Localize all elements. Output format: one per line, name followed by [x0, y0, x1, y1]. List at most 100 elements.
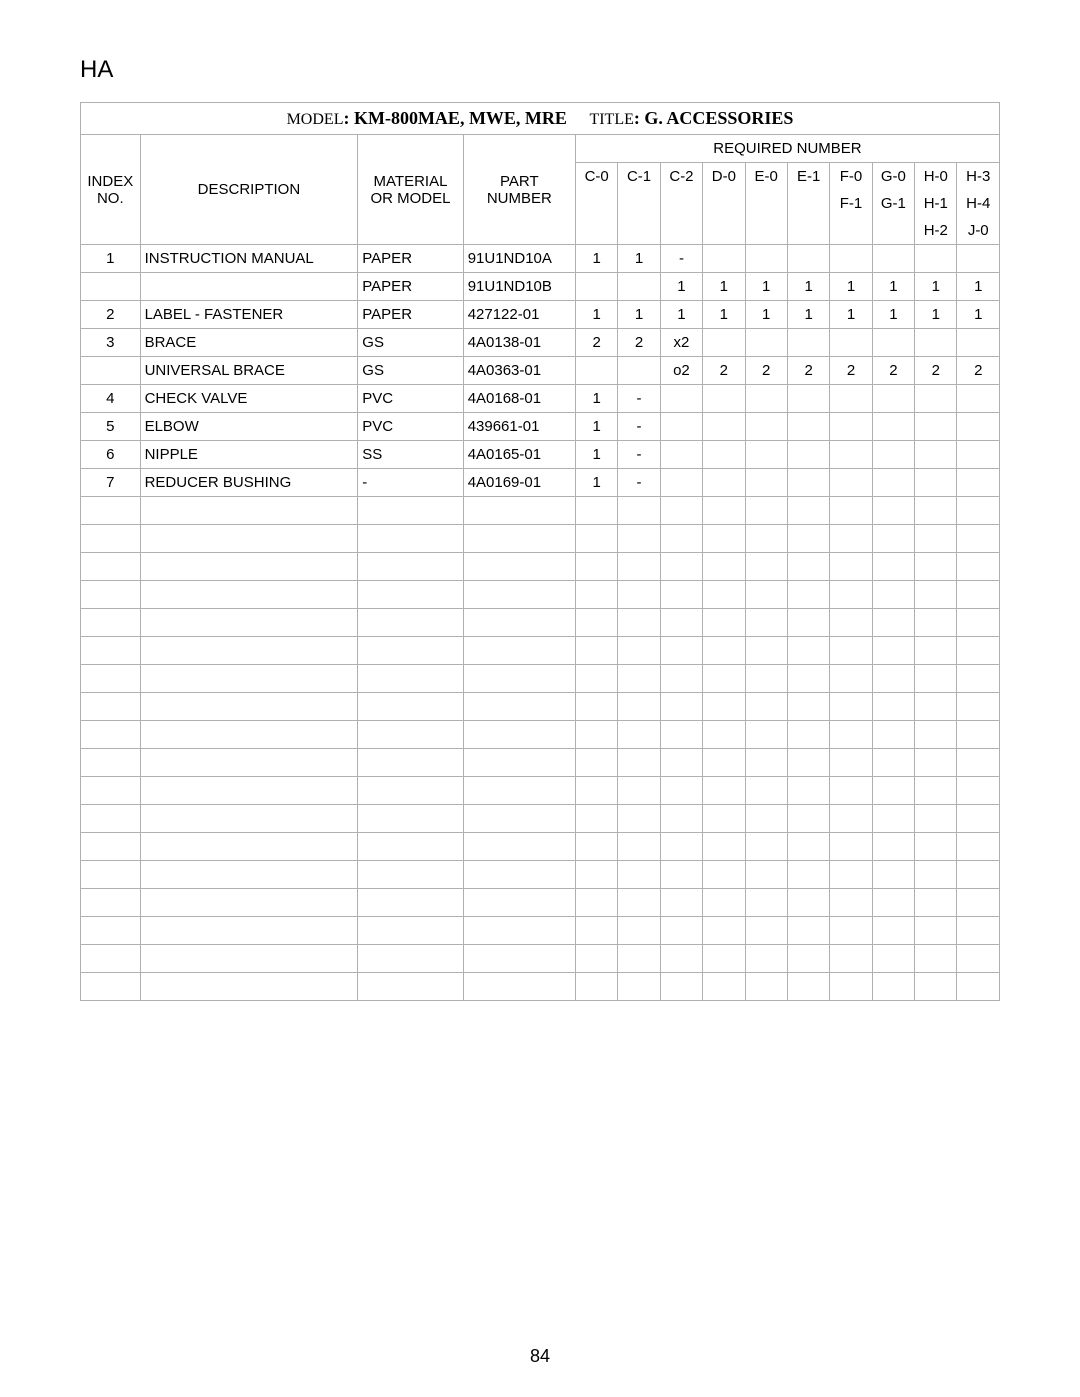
- cell-qty: [957, 385, 1000, 413]
- cell-qty: [915, 329, 957, 357]
- cell-desc: REDUCER BUSHING: [140, 469, 358, 497]
- cell-mat: GS: [358, 357, 463, 385]
- cell-qty: [660, 469, 702, 497]
- header-material: MATERIAL OR MODEL: [358, 135, 463, 245]
- cell-desc: UNIVERSAL BRACE: [140, 357, 358, 385]
- cell-idx: 7: [81, 469, 141, 497]
- cell-qty: 1: [957, 273, 1000, 301]
- cell-mat: GS: [358, 329, 463, 357]
- table-row-empty: [81, 525, 1000, 553]
- cell-qty: 2: [787, 357, 829, 385]
- cell-qty: [745, 245, 787, 273]
- cell-qty: [872, 329, 914, 357]
- cell-desc: [140, 273, 358, 301]
- sub-f1: F-1: [830, 190, 872, 217]
- cell-qty: 2: [618, 329, 660, 357]
- cell-qty: [703, 413, 745, 441]
- cell-mat: PAPER: [358, 245, 463, 273]
- cell-qty: -: [618, 441, 660, 469]
- cell-idx: 2: [81, 301, 141, 329]
- cell-qty: [830, 385, 872, 413]
- sub-g0: G-0: [872, 163, 914, 191]
- cell-qty: 2: [915, 357, 957, 385]
- cell-qty: 1: [915, 273, 957, 301]
- table-row-empty: [81, 861, 1000, 889]
- sub-c0: C-0: [575, 163, 617, 191]
- table-row-empty: [81, 945, 1000, 973]
- cell-qty: [703, 245, 745, 273]
- cell-qty: [957, 329, 1000, 357]
- cell-qty: 1: [830, 273, 872, 301]
- cell-part: 4A0168-01: [463, 385, 575, 413]
- cell-qty: [830, 245, 872, 273]
- title-value: : G. ACCESSORIES: [634, 108, 794, 128]
- cell-qty: [872, 469, 914, 497]
- cell-desc: CHECK VALVE: [140, 385, 358, 413]
- cell-part: 4A0169-01: [463, 469, 575, 497]
- cell-qty: [787, 413, 829, 441]
- cell-part: 439661-01: [463, 413, 575, 441]
- cell-qty: [618, 273, 660, 301]
- cell-qty: 1: [618, 245, 660, 273]
- sub-e1: E-1: [787, 163, 829, 191]
- cell-qty: [830, 413, 872, 441]
- cell-qty: 1: [703, 273, 745, 301]
- sub-h2: H-2: [915, 217, 957, 245]
- cell-qty: [703, 329, 745, 357]
- cell-qty: [872, 385, 914, 413]
- cell-idx: 1: [81, 245, 141, 273]
- header-required: REQUIRED NUMBER: [575, 135, 999, 163]
- parts-table: MODEL: KM-800MAE, MWE, MRE TITLE: G. ACC…: [80, 102, 1000, 1001]
- cell-qty: [660, 413, 702, 441]
- table-row-empty: [81, 721, 1000, 749]
- cell-mat: SS: [358, 441, 463, 469]
- cell-qty: -: [660, 245, 702, 273]
- cell-idx: 6: [81, 441, 141, 469]
- header-part: PART NUMBER: [463, 135, 575, 245]
- cell-qty: [660, 441, 702, 469]
- cell-qty: [915, 413, 957, 441]
- cell-qty: 2: [575, 329, 617, 357]
- sub-e0: E-0: [745, 163, 787, 191]
- cell-part: 427122-01: [463, 301, 575, 329]
- cell-qty: 1: [660, 273, 702, 301]
- cell-qty: [787, 329, 829, 357]
- table-row: 5ELBOWPVC439661-011-: [81, 413, 1000, 441]
- sub-c2: C-2: [660, 163, 702, 191]
- cell-qty: 1: [575, 441, 617, 469]
- sub-c1: C-1: [618, 163, 660, 191]
- table-row: 6NIPPLESS4A0165-011-: [81, 441, 1000, 469]
- table-row: UNIVERSAL BRACEGS4A0363-01o22222222: [81, 357, 1000, 385]
- cell-part: 4A0138-01: [463, 329, 575, 357]
- cell-part: 91U1ND10A: [463, 245, 575, 273]
- table-row: 2LABEL - FASTENERPAPER427122-01111111111…: [81, 301, 1000, 329]
- cell-mat: -: [358, 469, 463, 497]
- cell-qty: [957, 413, 1000, 441]
- title-label: TITLE: [589, 111, 633, 128]
- cell-desc: INSTRUCTION MANUAL: [140, 245, 358, 273]
- table-row: 1INSTRUCTION MANUALPAPER91U1ND10A11-: [81, 245, 1000, 273]
- cell-qty: 2: [957, 357, 1000, 385]
- cell-qty: 2: [830, 357, 872, 385]
- cell-qty: 1: [830, 301, 872, 329]
- cell-qty: 1: [872, 301, 914, 329]
- table-row-empty: [81, 693, 1000, 721]
- cell-mat: PVC: [358, 413, 463, 441]
- cell-qty: [830, 441, 872, 469]
- cell-qty: [957, 245, 1000, 273]
- cell-qty: 1: [915, 301, 957, 329]
- table-row-empty: [81, 917, 1000, 945]
- table-row-empty: [81, 889, 1000, 917]
- sub-f0: F-0: [830, 163, 872, 191]
- cell-qty: [787, 469, 829, 497]
- cell-qty: o2: [660, 357, 702, 385]
- cell-qty: 1: [703, 301, 745, 329]
- cell-idx: 5: [81, 413, 141, 441]
- cell-qty: [745, 385, 787, 413]
- cell-desc: NIPPLE: [140, 441, 358, 469]
- cell-mat: PVC: [358, 385, 463, 413]
- cell-qty: 1: [745, 273, 787, 301]
- cell-idx: 4: [81, 385, 141, 413]
- cell-qty: [745, 329, 787, 357]
- table-row-empty: [81, 581, 1000, 609]
